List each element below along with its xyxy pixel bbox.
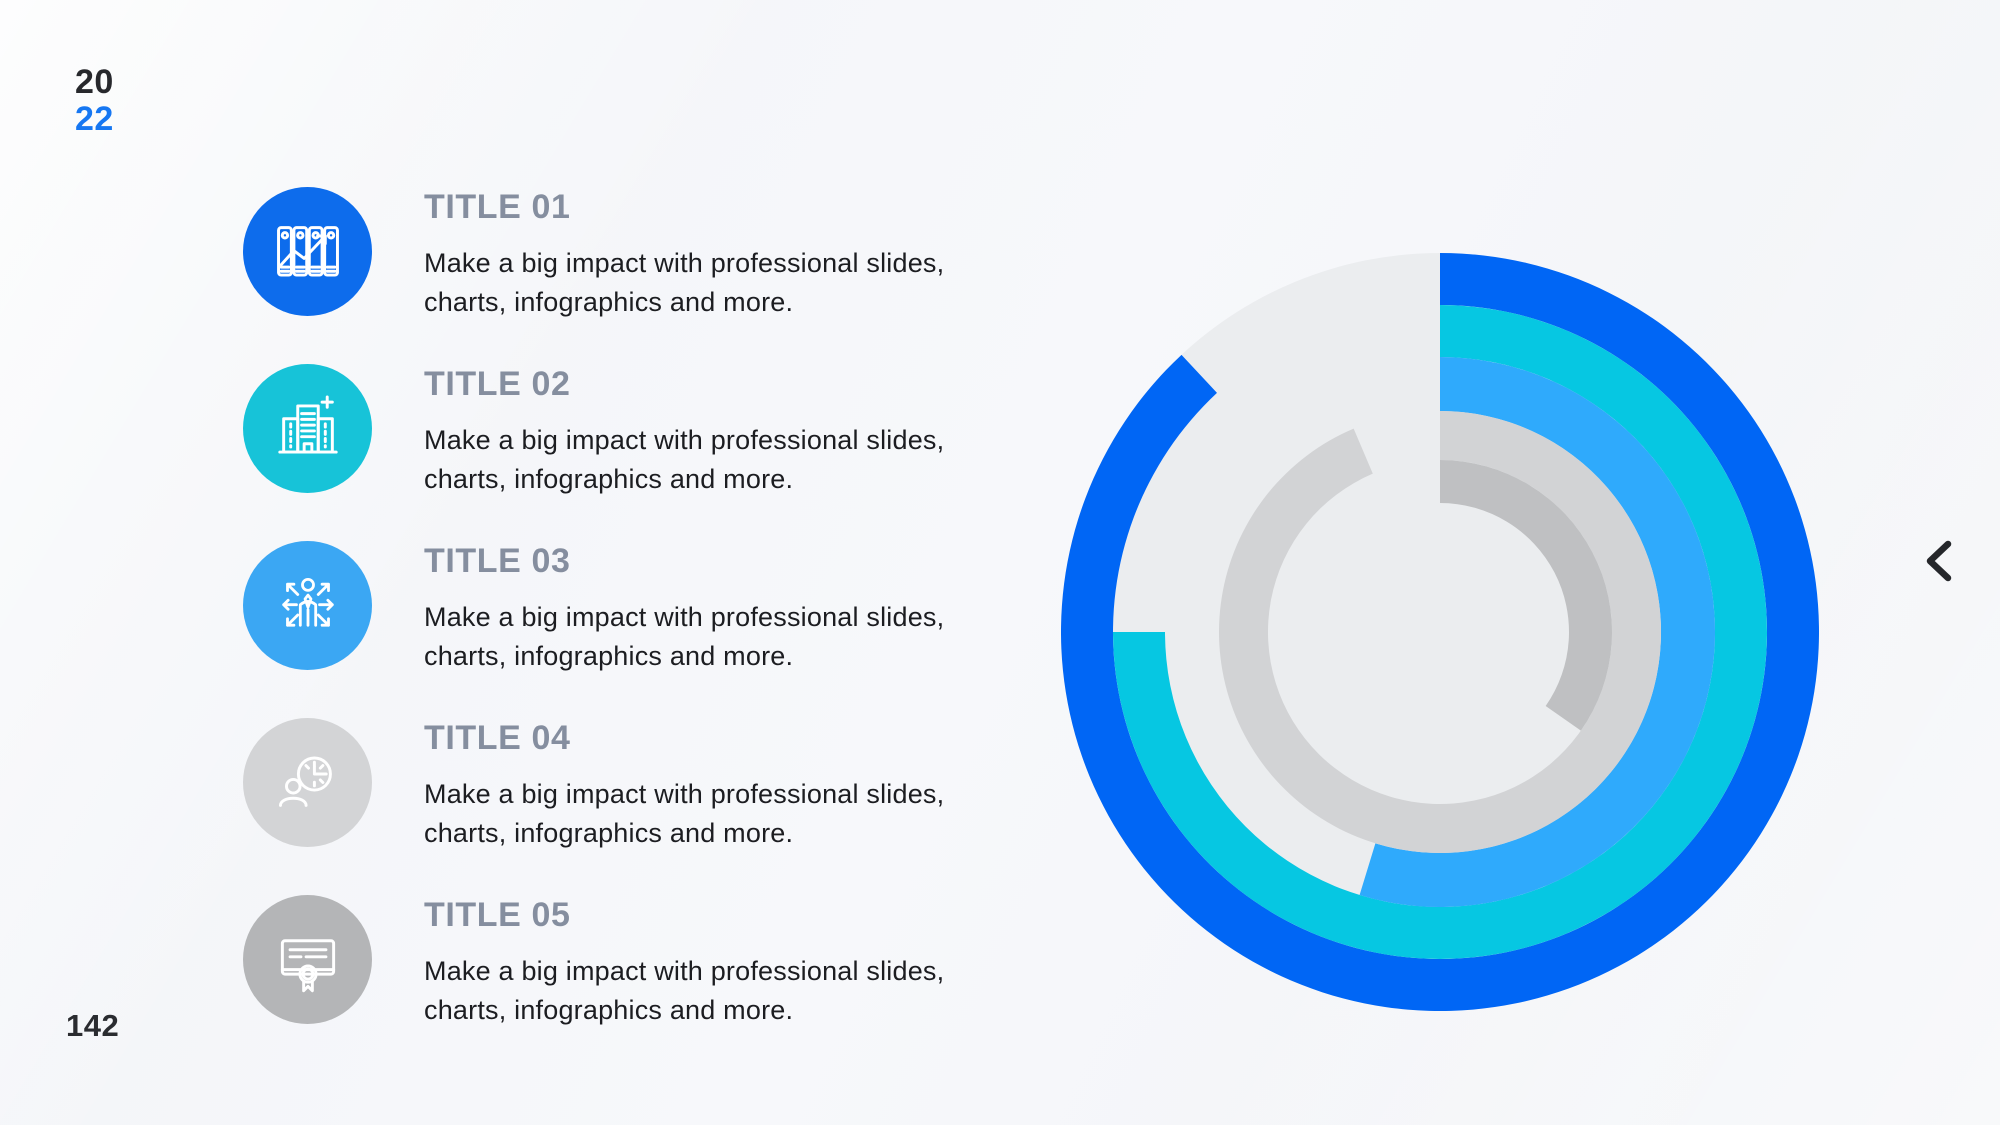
item-4-title: TITLE 04 [424,719,571,757]
item-2-description: Make a big impact with professional slid… [424,425,945,494]
person-directions-icon [281,577,334,627]
item-list: TITLE 01 Make a big impact with professi… [243,187,969,1029]
archive-binders-growth-icon [276,225,339,277]
list-item-5: TITLE 05 Make a big impact with professi… [243,895,969,1029]
office-building-icon [277,394,338,454]
chart-ring-3 [1359,357,1716,907]
list-item-1: TITLE 01 Make a big impact with professi… [243,187,969,321]
radial-rings-chart [1061,253,1820,1011]
year-label: 20 22 [75,64,114,137]
list-item-3: TITLE 03 Make a big impact with professi… [243,541,969,675]
item-4-icon-circle [243,718,372,847]
item-4-text: TITLE 04 Make a big impact with professi… [424,718,969,852]
item-2-text: TITLE 02 Make a big impact with professi… [424,364,969,498]
chart-ring-5 [1440,460,1612,731]
page-number: 142 [66,1008,120,1043]
person-clock-icon [278,756,332,807]
item-3-text: TITLE 03 Make a big impact with professi… [424,541,969,675]
item-5-title: TITLE 05 [424,896,571,934]
item-1-icon-circle [243,187,372,316]
item-2-title: TITLE 02 [424,365,571,403]
item-5-text: TITLE 05 Make a big impact with professi… [424,895,969,1029]
item-3-title: TITLE 03 [424,542,571,580]
year-top: 20 [75,63,114,101]
certificate-icon [280,938,335,992]
item-1-description: Make a big impact with professional slid… [424,248,945,317]
item-1-title: TITLE 01 [424,188,571,226]
item-2-icon-circle [243,364,372,493]
year-bottom: 22 [75,99,114,138]
item-3-icon-circle [243,541,372,670]
item-1-text: TITLE 01 Make a big impact with professi… [424,187,969,321]
radial-rings-chart-svg [1061,253,1820,1011]
list-item-2: TITLE 02 Make a big impact with professi… [243,364,969,498]
chevron-left-icon[interactable] [1922,539,1956,583]
list-item-4: TITLE 04 Make a big impact with professi… [243,718,969,852]
item-5-icon-circle [243,895,372,1024]
item-3-description: Make a big impact with professional slid… [424,602,945,671]
item-4-description: Make a big impact with professional slid… [424,779,945,848]
item-5-description: Make a big impact with professional slid… [424,956,945,1025]
